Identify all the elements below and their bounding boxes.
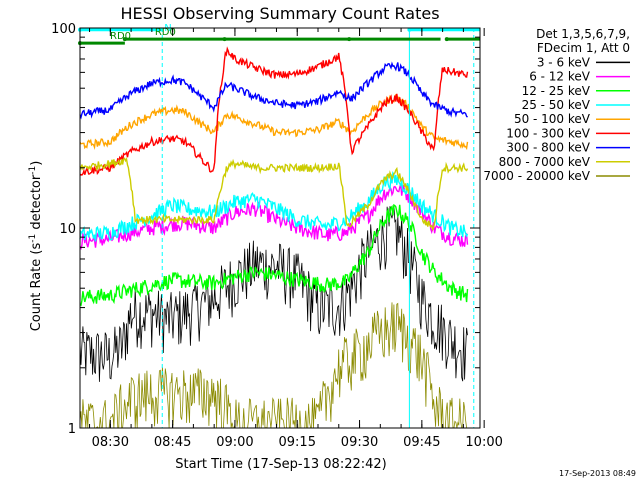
svg-text:Count Rate (s-1 detector-1): Count Rate (s-1 detector-1)	[28, 161, 44, 332]
series-line-3	[79, 203, 469, 307]
y-axis-label: Count Rate (s-1 detector-1)	[28, 161, 44, 332]
annotation-dot-3-3	[347, 37, 352, 42]
series-line-4	[79, 171, 469, 242]
y-axis-label-sup1: -1	[28, 234, 38, 243]
x-tick-label-7: 10:00	[465, 435, 502, 450]
series-line-1	[79, 205, 468, 382]
x-axis-label: Start Time (17-Sep-13 08:22:42)	[175, 457, 386, 472]
y-tick-label-2: 10	[59, 222, 76, 237]
chart-title: HESSI Observing Summary Count Rates	[120, 4, 439, 23]
legend: Det 1,3,5,6,7,9,FDecim 1, Att 03 - 6 keV…	[483, 27, 630, 183]
legend-label-6: 100 - 300 keV	[506, 126, 590, 140]
series-line-6	[79, 46, 469, 176]
legend-label-8: 800 - 7000 keV	[499, 155, 591, 169]
annotation-label-3: RD0	[155, 27, 176, 38]
x-tick-label-4: 09:15	[279, 435, 316, 450]
legend-header-1: Det 1,3,5,6,7,9,	[536, 27, 630, 41]
x-tick-label-2: 08:45	[154, 435, 191, 450]
legend-label-1: 3 - 6 keV	[537, 55, 591, 69]
x-tick-label-5: 09:30	[341, 435, 378, 450]
y-tick-label-1: 1	[68, 422, 76, 437]
legend-label-9: 7000 - 20000 keV	[483, 169, 590, 183]
y-axis-label-main: Count Rate (s	[29, 243, 44, 332]
annotation-dot-1-2	[407, 27, 412, 32]
footer-timestamp: 17-Sep-2013 08:49	[559, 469, 636, 478]
y-axis-label-end: )	[29, 161, 44, 166]
y-tick-label-3: 100	[51, 22, 76, 37]
series-line-8	[79, 156, 469, 232]
annotation-label-2: RD0	[110, 31, 131, 42]
legend-label-2: 6 - 12 keV	[529, 70, 591, 84]
x-tick-label-1: 08:30	[92, 435, 129, 450]
annotation-dot-3-2	[222, 37, 227, 42]
legend-header-2: FDecim 1, Att 0	[537, 41, 630, 55]
x-tick-label-6: 09:45	[403, 435, 440, 450]
legend-label-7: 300 - 800 keV	[506, 141, 590, 155]
legend-label-4: 25 - 50 keV	[522, 98, 591, 112]
y-axis-label-sup2: -1	[28, 166, 38, 175]
legend-label-3: 12 - 25 keV	[522, 84, 591, 98]
series-line-9	[79, 302, 468, 429]
y-axis-label-mid: detector	[29, 174, 44, 234]
legend-label-5: 50 - 100 keV	[514, 112, 591, 126]
annotation-dot-3-1	[122, 37, 127, 42]
x-tick-label-3: 09:00	[216, 435, 253, 450]
annotation-dot-3-4	[444, 37, 449, 42]
series-line-7	[79, 61, 469, 120]
